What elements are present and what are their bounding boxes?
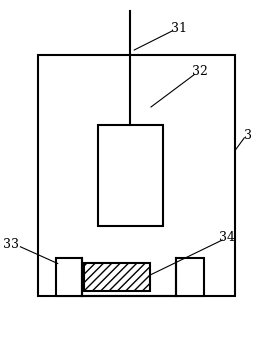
Bar [98,125,163,226]
Bar [38,55,235,296]
Bar [176,258,204,296]
Text: 34: 34 [219,231,235,244]
Text: 33: 33 [3,238,19,251]
Bar [84,263,150,291]
Text: 31: 31 [171,22,187,35]
Bar [56,258,82,296]
Text: 3: 3 [244,129,252,142]
Text: 32: 32 [192,65,208,78]
